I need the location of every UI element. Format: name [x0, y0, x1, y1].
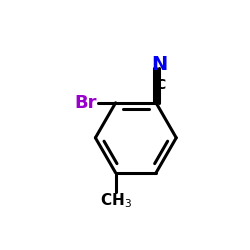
Text: N: N	[152, 55, 168, 74]
Text: Br: Br	[74, 94, 97, 112]
Text: C: C	[156, 78, 166, 92]
Text: CH$_3$: CH$_3$	[100, 192, 132, 210]
